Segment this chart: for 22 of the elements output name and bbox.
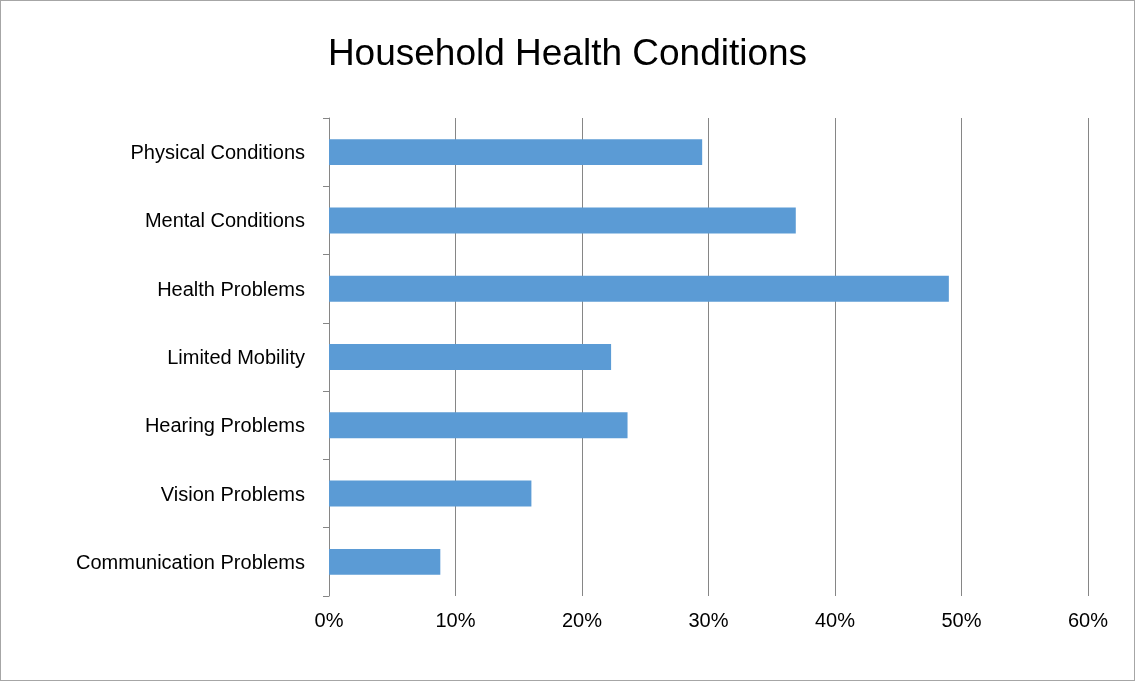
x-tick-label: 30% xyxy=(688,609,729,631)
x-tick-label: 20% xyxy=(561,609,603,631)
bar xyxy=(329,344,612,370)
x-tick-label: 10% xyxy=(435,609,476,631)
x-tick-label: 60% xyxy=(1067,609,1109,631)
y-tick-label: Health Problems xyxy=(157,277,305,300)
bar xyxy=(329,548,441,575)
x-tick-label: 50% xyxy=(941,609,982,631)
x-tick-label: 40% xyxy=(814,609,856,631)
bar xyxy=(329,275,949,302)
bar xyxy=(329,412,628,439)
y-tick-label: Hearing Problems xyxy=(144,414,305,437)
x-tick-label: 0% xyxy=(314,609,344,631)
y-tick-label: Mental Conditions xyxy=(144,209,305,232)
y-tick-label: Vision Problems xyxy=(160,482,305,505)
bar xyxy=(329,139,703,166)
bar xyxy=(329,480,532,507)
bar xyxy=(329,207,796,234)
chart-title: Household Health Conditions xyxy=(327,32,808,73)
y-tick-label: Limited Mobility xyxy=(167,346,305,368)
y-tick-label: Communication Problems xyxy=(76,550,305,573)
y-tick-label: Physical Conditions xyxy=(130,141,305,164)
